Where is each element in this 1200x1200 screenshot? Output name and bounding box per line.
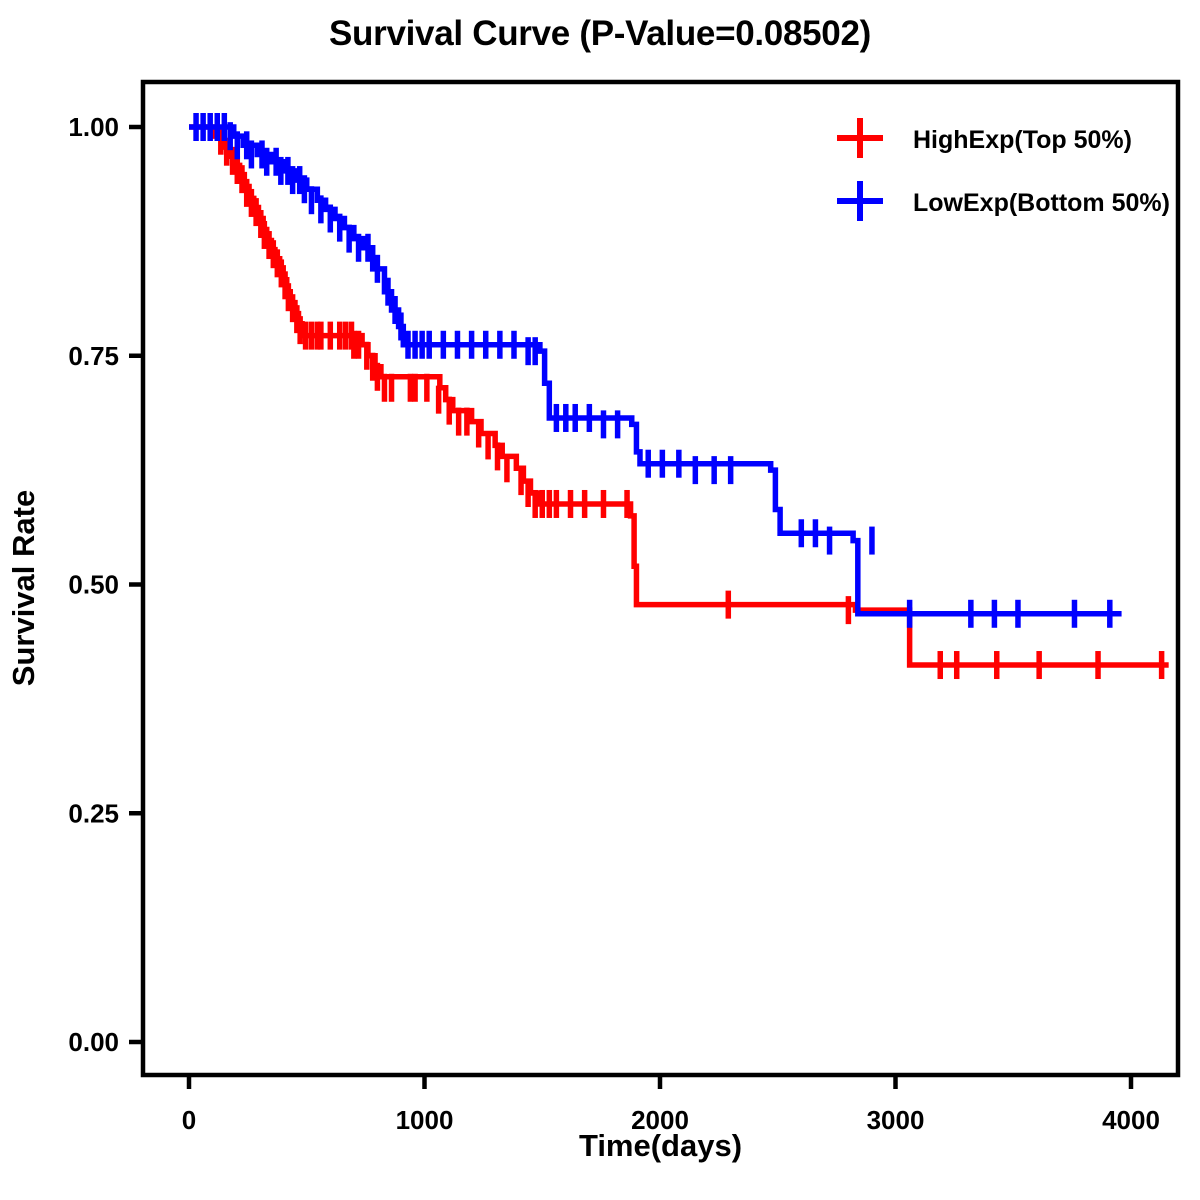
y-tick-label: 0.00 — [68, 1027, 119, 1057]
y-tick-label: 0.50 — [68, 570, 119, 600]
axes-layer: 0 1000 2000 3000 4000 0.00 0.25 0.50 0.75 1.00 — [68, 79, 1181, 1135]
censor-marks — [218, 126, 1165, 680]
x-tick-label: 3000 — [867, 1105, 925, 1135]
x-tick-label: 2000 — [631, 1105, 689, 1135]
legend-layer: HighExp(Top 50%) LowExp(Bottom 50%) — [837, 118, 1170, 221]
series-low-exp — [189, 113, 1122, 628]
y-tick-label: 0.25 — [68, 798, 119, 828]
censor-marks — [193, 113, 1113, 628]
x-tick-label: 4000 — [1102, 1105, 1160, 1135]
legend-item-low-exp[interactable]: LowExp(Bottom 50%) — [837, 181, 1170, 221]
x-tick-label: 1000 — [396, 1105, 454, 1135]
y-tick-label: 0.75 — [68, 341, 119, 371]
series-layer — [189, 113, 1169, 680]
legend-item-high-exp[interactable]: HighExp(Top 50%) — [837, 118, 1132, 158]
legend-label: HighExp(Top 50%) — [913, 126, 1132, 154]
series-high-exp — [189, 124, 1169, 680]
x-tick-label: 0 — [182, 1105, 196, 1135]
plot-border — [140, 79, 1181, 1078]
legend-label: LowExp(Bottom 50%) — [913, 189, 1170, 217]
x-axis-label: Time(days) — [578, 1128, 743, 1163]
page-title: Survival Curve (P-Value=0.08502) — [329, 14, 871, 53]
y-tick-label: 1.00 — [68, 112, 119, 142]
